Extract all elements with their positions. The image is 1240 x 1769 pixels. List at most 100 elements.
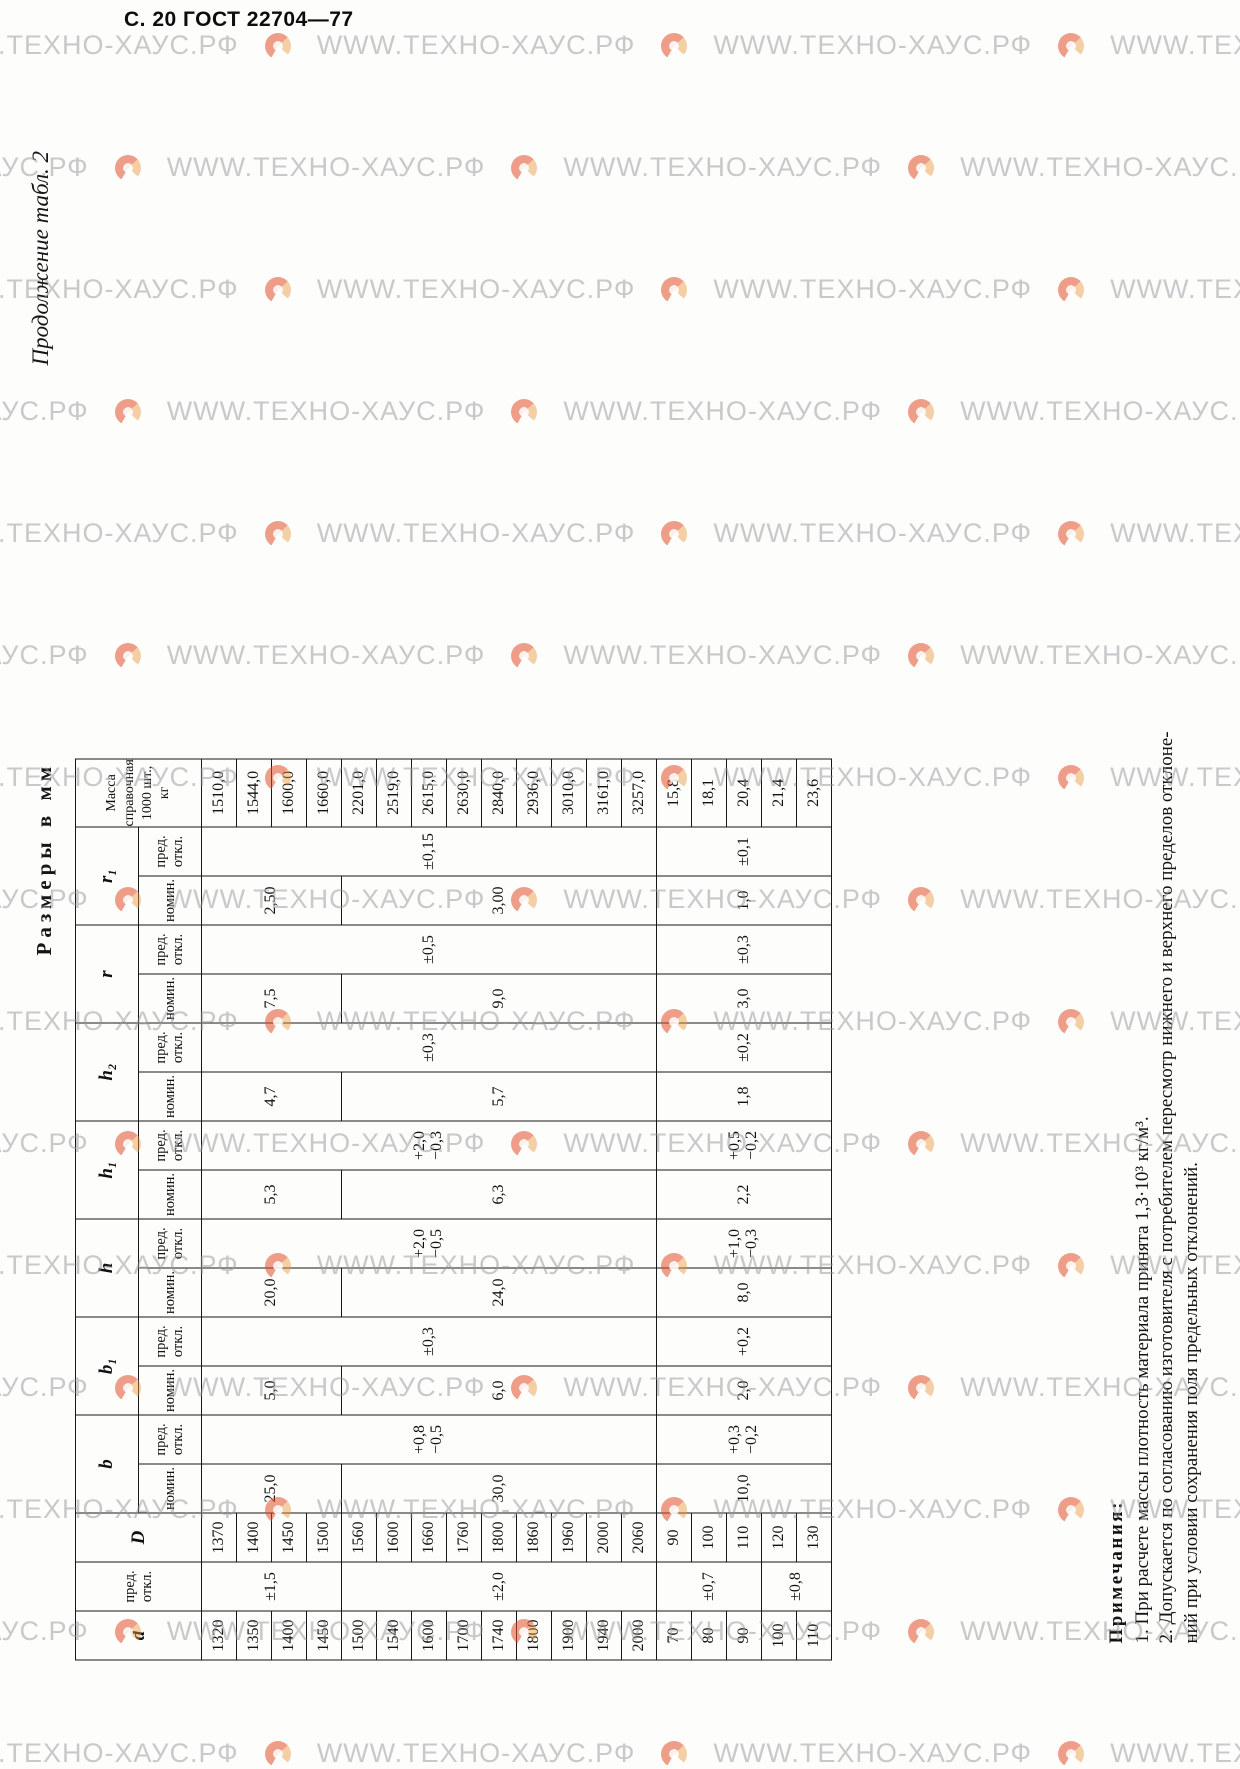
subhead-r1-nom: номин. (138, 875, 202, 925)
cell-d: 1450 (306, 1610, 342, 1660)
cell-mass: 3257,0 (621, 758, 657, 827)
subhead-h1-nom: номин. (138, 1169, 202, 1219)
cell-mass: 3010,0 (551, 758, 587, 827)
cell-D: 1500 (306, 1512, 342, 1562)
cell-mass: 15,8 (656, 758, 692, 827)
cell-h1-nominal: 6,3 (341, 1169, 657, 1219)
cell-mass: 2936,0 (516, 758, 552, 827)
cell-mass: 18,1 (691, 758, 727, 827)
subhead-h2-nom: номин. (138, 1071, 202, 1121)
note-item-2: 2. Допускается по согласованию изготовит… (1156, 730, 1178, 1643)
subhead-h-nom: номин. (138, 1267, 202, 1317)
cell-mass: 21,4 (761, 758, 797, 827)
table-head: d пред. откл. D b b₁ h h₁ h₂ r r₁ Масса … (75, 758, 202, 1660)
subhead-h1-dev: пред. откл. (138, 1120, 202, 1170)
cell-h-deviation: +1,0 −0,3 (656, 1218, 832, 1268)
cell-D: 1860 (516, 1512, 552, 1562)
cell-D: 1370 (201, 1512, 237, 1562)
notes-title: Примечания: (1106, 1499, 1127, 1643)
cell-h-deviation: +2,0 −0,5 (201, 1218, 657, 1268)
cell-d: 1320 (201, 1610, 237, 1660)
cell-D: 1960 (551, 1512, 587, 1562)
cell-r1-nominal: 2,50 (201, 875, 342, 925)
cell-d: 1540 (376, 1610, 412, 1660)
cell-mass: 2630,0 (446, 758, 482, 827)
col-header-b1: b₁ (75, 1316, 139, 1415)
table-row: 70 ±0,7 90 10,0 +0,3 −0,2 2,0 +0,2 8,0 +1,0 −0,3… (656, 758, 832, 1660)
cell-d: 1400 (271, 1610, 307, 1660)
cell-b1-deviation: +0,2 (656, 1316, 832, 1366)
cell-d: 110 (796, 1610, 832, 1660)
cell-d-deviation: ±1,5 (201, 1561, 342, 1611)
cell-D: 1600 (376, 1512, 412, 1562)
cell-r1-nominal: 3,00 (341, 875, 657, 925)
cell-d: 1600 (411, 1610, 447, 1660)
cell-d: 1900 (551, 1610, 587, 1660)
subhead-b1-dev: пред. откл. (138, 1316, 202, 1366)
col-header-h1: h₁ (75, 1120, 139, 1219)
cell-b1-nominal: 5,0 (201, 1365, 342, 1415)
cell-D: 100 (691, 1512, 727, 1562)
dimensions-caption: Размеры в мм (32, 761, 56, 955)
cell-mass: 1510,0 (201, 758, 237, 827)
subhead-b1-nom: номин. (138, 1365, 202, 1415)
cell-r1-deviation: ±0,1 (656, 826, 832, 876)
cell-b-deviation: +0,8 −0,5 (201, 1414, 657, 1464)
cell-D: 2000 (586, 1512, 622, 1562)
cell-h2-nominal: 5,7 (341, 1071, 657, 1121)
cell-d: 80 (691, 1610, 727, 1660)
cell-d: 70 (656, 1610, 692, 1660)
cell-mass: 2615,0 (411, 758, 447, 827)
cell-d: 2000 (621, 1610, 657, 1660)
col-header-h: h (75, 1218, 139, 1317)
cell-mass: 2519,0 (376, 758, 412, 827)
cell-mass: 1660,0 (306, 758, 342, 827)
table-row: 1320 ±1,5 1370 25,0 +0,8 −0,5 5,0 ±0,3 20,0 +2,0… (201, 758, 657, 1660)
note-item-1: 1. При расчете массы плотность материала… (1131, 1115, 1153, 1643)
col-header-r: r (75, 924, 139, 1023)
col-header-h2: h₂ (75, 1022, 139, 1121)
col-header-b: b (75, 1414, 139, 1513)
subhead-h2-dev: пред. откл. (138, 1022, 202, 1072)
cell-b-nominal: 25,0 (201, 1463, 342, 1513)
cell-h2-nominal: 4,7 (201, 1071, 342, 1121)
cell-r1-nominal: 1,0 (656, 875, 832, 925)
cell-h1-deviation: +2,0 −0,3 (201, 1120, 657, 1170)
table-row: 1500 ±2,0 1560 30,0 6,0 24,0 6,3 5,7 9,0 3,00 2201… (341, 758, 657, 1660)
page-title: С. 20 ГОСТ 22704—77 (124, 8, 354, 31)
cell-r-nominal: 7,5 (201, 973, 342, 1023)
continuation-caption: Продолжение табл. 2 (28, 150, 53, 365)
col-header-d: d (75, 1610, 202, 1660)
cell-h-nominal: 24,0 (341, 1267, 657, 1317)
cell-mass: 1600,0 (271, 758, 307, 827)
cell-D: 1560 (341, 1512, 377, 1562)
cell-mass: 2201,0 (341, 758, 377, 827)
cell-d: 90 (726, 1610, 762, 1660)
cell-mass: 1544,0 (236, 758, 272, 827)
cell-h-nominal: 20,0 (201, 1267, 342, 1317)
subhead-b-nom: номин. (138, 1463, 202, 1513)
cell-mass: 23,6 (796, 758, 832, 827)
cell-r-nominal: 9,0 (341, 973, 657, 1023)
cell-h-nominal: 8,0 (656, 1267, 832, 1317)
subhead-b-dev: пред. откл. (138, 1414, 202, 1464)
note-item-3: ний при условии сохранения поля предельн… (1181, 1161, 1203, 1643)
cell-h2-nominal: 1,8 (656, 1071, 832, 1121)
cell-d-deviation: ±2,0 (341, 1561, 657, 1611)
cell-D: 120 (761, 1512, 797, 1562)
notes-block: Примечания: 1. При расчете массы плотнос… (1105, 83, 1205, 1643)
cell-d: 1500 (341, 1610, 377, 1660)
cell-h2-deviation: ±0,3 (201, 1022, 657, 1072)
cell-r-deviation: ±0,5 (201, 924, 657, 974)
cell-r1-deviation: ±0,15 (201, 826, 657, 876)
col-header-mass: Масса справочная 1000 шт., кг (75, 758, 202, 827)
cell-h2-deviation: ±0,2 (656, 1022, 832, 1072)
cell-d: 1740 (481, 1610, 517, 1660)
cell-b1-deviation: ±0,3 (201, 1316, 657, 1366)
cell-D: 1400 (236, 1512, 272, 1562)
cell-d-deviation: ±0,8 (761, 1561, 832, 1611)
cell-D: 1450 (271, 1512, 307, 1562)
table-body: 1320 ±1,5 1370 25,0 +0,8 −0,5 5,0 ±0,3 20,0 +2,0… (201, 758, 832, 1660)
subhead-r-dev: пред. откл. (138, 924, 202, 974)
